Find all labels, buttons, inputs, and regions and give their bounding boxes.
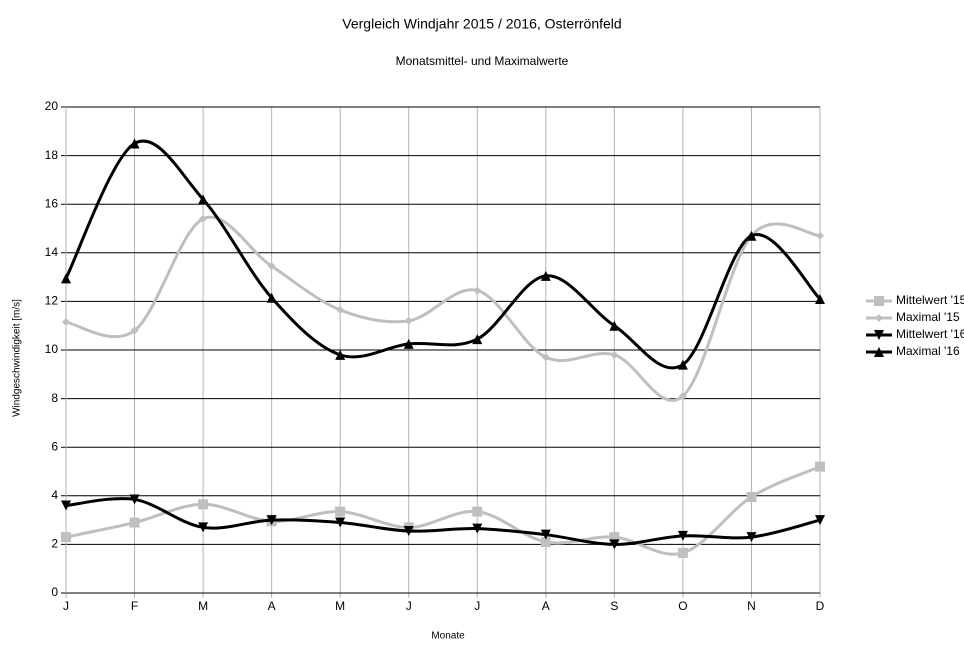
marker bbox=[540, 536, 551, 547]
marker bbox=[541, 353, 550, 362]
marker bbox=[609, 539, 620, 550]
marker bbox=[746, 492, 757, 503]
x-tick-label: J bbox=[63, 599, 69, 613]
x-tick-label: F bbox=[131, 599, 138, 613]
x-tick-label: A bbox=[268, 599, 276, 613]
marker bbox=[610, 350, 619, 359]
marker bbox=[874, 347, 884, 357]
marker bbox=[62, 318, 70, 327]
y-tick-label: 8 bbox=[51, 391, 58, 405]
series-line bbox=[65, 465, 821, 556]
marker bbox=[199, 214, 208, 223]
x-tick-label: J bbox=[474, 599, 480, 613]
y-tick-label: 16 bbox=[45, 196, 59, 210]
marker bbox=[267, 262, 276, 271]
marker bbox=[815, 461, 825, 472]
y-tick-label: 6 bbox=[51, 439, 58, 453]
x-tick-label: S bbox=[610, 599, 618, 613]
x-tick-label: M bbox=[198, 599, 208, 613]
marker bbox=[746, 532, 757, 543]
marker bbox=[472, 334, 483, 345]
x-tick-label: J bbox=[406, 599, 412, 613]
y-tick-label: 14 bbox=[45, 245, 59, 259]
marker bbox=[816, 231, 824, 240]
series-line bbox=[64, 139, 822, 370]
marker bbox=[677, 530, 688, 541]
marker bbox=[130, 326, 139, 335]
chart-subtitle: Monatsmittel- und Maximalwerte bbox=[396, 54, 569, 68]
marker bbox=[198, 194, 209, 205]
marker bbox=[540, 270, 551, 281]
x-axis-label: Monate bbox=[431, 631, 465, 642]
marker bbox=[473, 286, 482, 295]
marker bbox=[61, 500, 71, 511]
x-tick-label: M bbox=[335, 599, 345, 613]
marker bbox=[266, 515, 277, 526]
legend-label: Mittelwert '15 bbox=[896, 293, 964, 307]
y-tick-label: 12 bbox=[45, 294, 59, 308]
marker bbox=[874, 330, 884, 340]
y-tick-label: 4 bbox=[51, 488, 58, 502]
legend-label: Maximal '15 bbox=[896, 310, 960, 324]
y-axis-label: Windgeschwindigkeit [m/s] bbox=[12, 299, 23, 417]
chart-title: Vergleich Windjahr 2015 / 2016, Osterrön… bbox=[342, 16, 621, 32]
marker bbox=[403, 338, 414, 349]
marker bbox=[815, 293, 825, 304]
x-tick-label: A bbox=[542, 599, 550, 613]
marker bbox=[472, 506, 483, 517]
marker bbox=[874, 296, 884, 306]
series-line bbox=[65, 215, 821, 402]
x-tick-label: D bbox=[816, 599, 825, 613]
legend-label: Maximal '16 bbox=[896, 344, 960, 358]
marker bbox=[129, 138, 140, 149]
marker bbox=[335, 517, 346, 528]
y-tick-label: 10 bbox=[45, 342, 59, 356]
marker bbox=[335, 506, 346, 517]
legend-label: Mittelwert '16 bbox=[896, 327, 964, 341]
marker bbox=[61, 532, 71, 543]
marker bbox=[198, 522, 209, 533]
marker bbox=[198, 499, 209, 510]
y-tick-label: 20 bbox=[45, 99, 59, 113]
marker bbox=[815, 515, 825, 526]
marker bbox=[678, 392, 687, 401]
marker bbox=[472, 523, 483, 534]
y-tick-label: 2 bbox=[51, 537, 58, 551]
marker bbox=[336, 305, 345, 314]
marker bbox=[129, 517, 140, 528]
marker bbox=[61, 273, 71, 284]
marker bbox=[540, 529, 551, 540]
marker bbox=[403, 526, 414, 537]
marker bbox=[129, 494, 140, 505]
y-tick-label: 0 bbox=[51, 585, 58, 599]
series-line bbox=[65, 497, 821, 546]
marker bbox=[266, 292, 277, 303]
y-tick-label: 18 bbox=[45, 148, 59, 162]
x-tick-label: O bbox=[678, 599, 687, 613]
marker bbox=[335, 349, 346, 360]
marker bbox=[677, 359, 688, 370]
marker bbox=[609, 320, 620, 331]
marker bbox=[404, 316, 413, 325]
marker bbox=[875, 314, 883, 322]
marker bbox=[746, 230, 757, 241]
x-tick-label: N bbox=[747, 599, 756, 613]
marker bbox=[677, 547, 688, 558]
